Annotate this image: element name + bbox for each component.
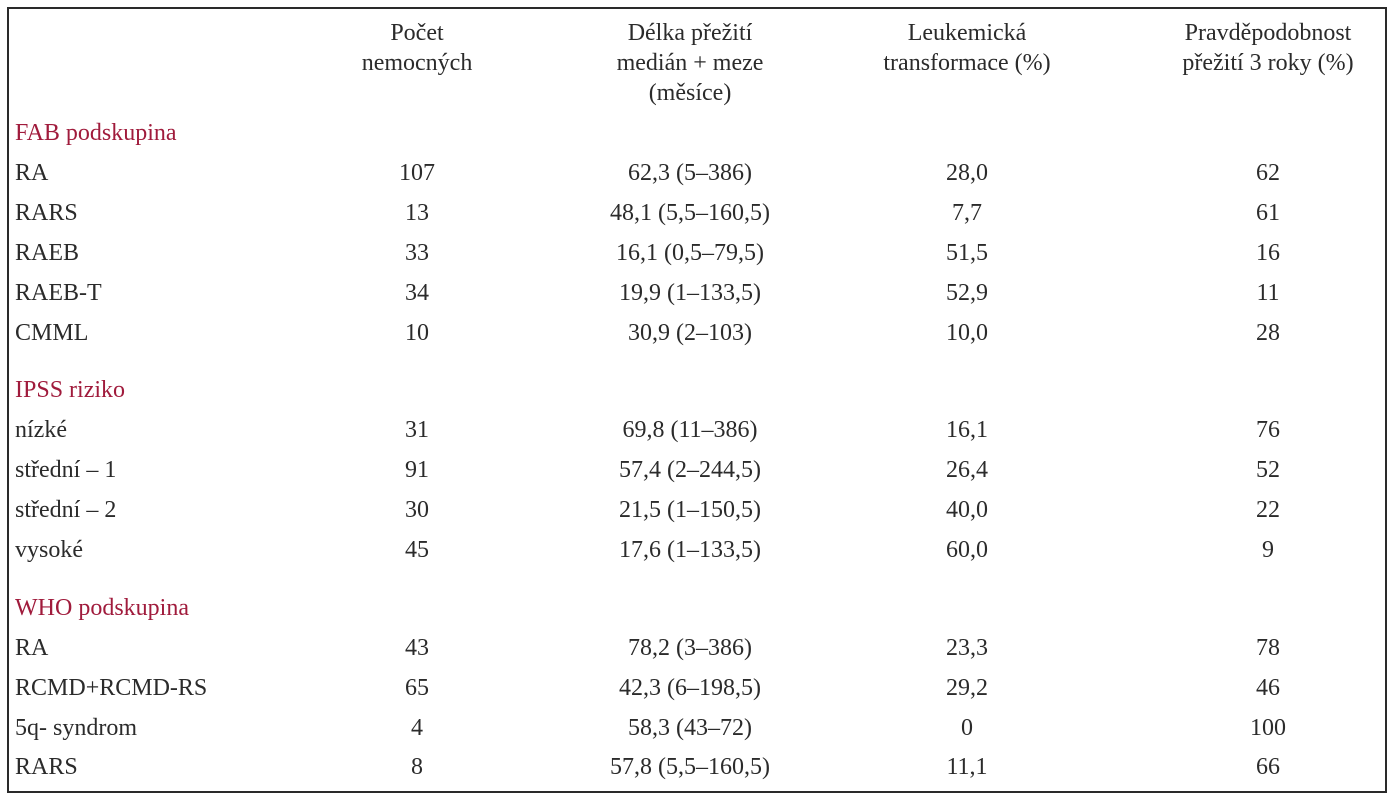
table-cell: 48,1 (5,5–160,5) xyxy=(610,200,770,226)
table-cell: 57,4 (2–244,5) xyxy=(619,457,761,483)
table-frame xyxy=(7,7,1387,793)
column-header: transformace (%) xyxy=(883,50,1051,76)
table-cell: 46 xyxy=(1256,675,1280,701)
row-label: RCMD+RCMD-RS xyxy=(15,675,208,701)
table-cell: 31 xyxy=(405,417,429,443)
row-label: střední – 2 xyxy=(15,497,117,523)
table-cell: 51,5 xyxy=(946,240,988,266)
row-label: vysoké xyxy=(15,537,83,563)
table-cell: 61 xyxy=(1256,200,1280,226)
table-cell: 42,3 (6–198,5) xyxy=(619,675,761,701)
table-cell: 0 xyxy=(961,715,973,741)
row-label: střední – 1 xyxy=(15,457,117,483)
table-cell: 26,4 xyxy=(946,457,988,483)
table-cell: 30 xyxy=(405,497,429,523)
column-header: Pravděpodobnost xyxy=(1184,20,1352,46)
table-cell: 34 xyxy=(405,280,429,306)
table-cell: 23,3 xyxy=(946,635,988,661)
table-cell: 10 xyxy=(405,320,429,346)
table-cell: 7,7 xyxy=(952,200,982,226)
row-label: RAEB xyxy=(15,240,80,266)
table-cell: 69,8 (11–386) xyxy=(622,417,758,443)
table-cell: 28 xyxy=(1256,320,1280,346)
table-cell: 22 xyxy=(1256,497,1280,523)
column-header: medián + meze xyxy=(616,50,764,76)
table-cell: 40,0 xyxy=(946,497,988,523)
row-label: RAEB-T xyxy=(15,280,102,306)
column-header: (měsíce) xyxy=(648,80,732,106)
table-cell: 91 xyxy=(405,457,429,483)
row-label: RA xyxy=(15,635,49,661)
table-cell: 62 xyxy=(1256,160,1280,186)
table-cell: 13 xyxy=(405,200,429,226)
table-cell: 62,3 (5–386) xyxy=(628,160,752,186)
row-label: RA xyxy=(15,160,49,186)
row-label: RARS xyxy=(15,200,78,226)
column-header: nemocných xyxy=(361,50,473,76)
table-cell: 9 xyxy=(1262,537,1274,563)
table-cell: 52,9 xyxy=(946,280,988,306)
table-cell: 21,5 (1–150,5) xyxy=(619,497,761,523)
table-cell: 17,6 (1–133,5) xyxy=(619,537,761,563)
table-cell: 19,9 (1–133,5) xyxy=(619,280,761,306)
column-header: Délka přežití xyxy=(627,20,753,46)
table-cell: 8 xyxy=(411,754,423,780)
table-cell: 58,3 (43–72) xyxy=(628,715,752,741)
table-cell: 57,8 (5,5–160,5) xyxy=(610,754,770,780)
column-header: Leukemická xyxy=(907,20,1027,46)
table-cell: 28,0 xyxy=(946,160,988,186)
table-cell: 30,9 (2–103) xyxy=(628,320,752,346)
section-title: IPSS riziko xyxy=(15,377,126,403)
table-cell: 52 xyxy=(1256,457,1280,483)
table-cell: 78,2 (3–386) xyxy=(628,635,752,661)
table-cell: 76 xyxy=(1256,417,1280,443)
table-cell: 11,1 xyxy=(946,754,988,780)
table-cell: 16,1 xyxy=(946,417,988,443)
table-cell: 65 xyxy=(405,675,429,701)
table-cell: 45 xyxy=(405,537,429,563)
column-header: přežití 3 roky (%) xyxy=(1182,50,1354,76)
column-header: Počet xyxy=(390,20,444,46)
table-cell: 43 xyxy=(405,635,429,661)
row-label: 5q- syndrom xyxy=(15,715,137,741)
table-cell: 16 xyxy=(1256,240,1280,266)
table-cell: 107 xyxy=(399,160,435,186)
table-cell: 33 xyxy=(405,240,429,266)
table-cell: 66 xyxy=(1256,754,1280,780)
table-cell: 4 xyxy=(411,715,423,741)
table-cell: 78 xyxy=(1256,635,1280,661)
table-cell: 11 xyxy=(1256,280,1280,306)
row-label: nízké xyxy=(15,417,67,443)
row-label: RARS xyxy=(15,754,78,780)
table-cell: 29,2 xyxy=(946,675,988,701)
table-cell: 10,0 xyxy=(946,320,988,346)
table-cell: 100 xyxy=(1250,715,1286,741)
section-title: FAB podskupina xyxy=(15,120,177,146)
table-cell: 16,1 (0,5–79,5) xyxy=(616,240,764,266)
table-cell: 60,0 xyxy=(946,537,988,563)
section-title: WHO podskupina xyxy=(15,595,189,621)
row-label: CMML xyxy=(15,320,89,346)
